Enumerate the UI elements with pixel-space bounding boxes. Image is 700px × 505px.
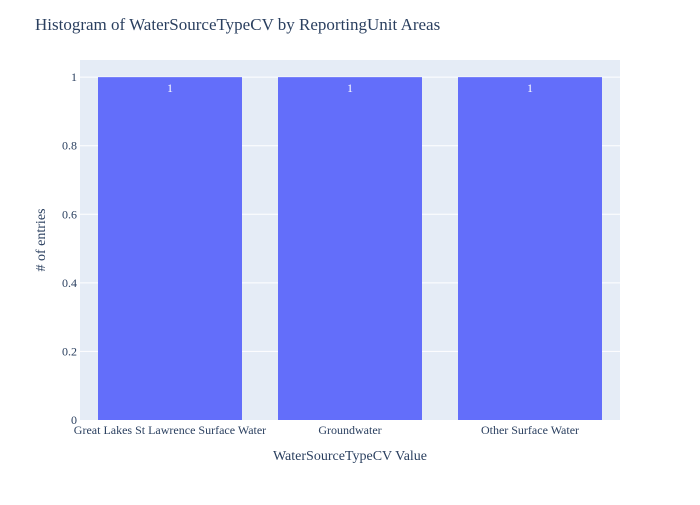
bar[interactable] — [458, 77, 602, 421]
chart-title: Histogram of WaterSourceTypeCV by Report… — [35, 15, 440, 34]
x-tick-label: Groundwater — [318, 423, 381, 437]
bar[interactable] — [98, 77, 242, 421]
bar-value-label: 1 — [167, 81, 173, 95]
bars: 1 1 1 — [98, 77, 602, 421]
y-tick-label: 0.6 — [62, 207, 77, 221]
y-tick-label: 0.4 — [62, 276, 77, 290]
y-axis-ticks: 0 0.2 0.4 0.6 0.8 1 — [62, 70, 77, 427]
x-axis-ticks: Great Lakes St Lawrence Surface Water Gro… — [74, 423, 579, 437]
x-axis-title: WaterSourceTypeCV Value — [273, 449, 427, 464]
bar-value-label: 1 — [527, 81, 533, 95]
x-tick-label: Other Surface Water — [481, 423, 579, 437]
bar[interactable] — [278, 77, 422, 421]
y-tick-label: 1 — [71, 70, 77, 84]
y-tick-label: 0 — [71, 413, 77, 427]
y-tick-label: 0.2 — [62, 344, 77, 358]
y-axis-title: # of entries — [34, 209, 49, 272]
bar-value-label: 1 — [347, 81, 353, 95]
x-tick-label: Great Lakes St Lawrence Surface Water — [74, 423, 266, 437]
y-tick-label: 0.8 — [62, 139, 77, 153]
